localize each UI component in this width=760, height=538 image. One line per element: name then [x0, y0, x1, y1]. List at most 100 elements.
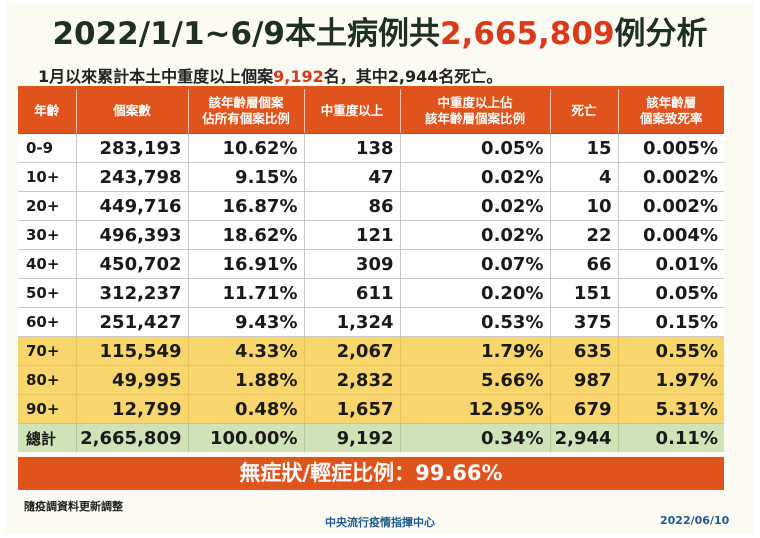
table-cell: 309 [304, 249, 401, 279]
table-cell: 0.004% [618, 220, 724, 250]
table-cell: 496,393 [76, 220, 189, 250]
age-group-cell: 80+ [18, 365, 77, 395]
organization-name: 中央流行疫情指揮中心 [325, 516, 435, 529]
table-cell: 4 [550, 162, 619, 192]
table-top-border [18, 86, 724, 89]
table-cell: 151 [550, 278, 619, 308]
table-row: 30+ 496,393 18.62% 121 0.02% 22 0.004% [18, 220, 724, 250]
table-cell: 9.43% [188, 307, 305, 337]
subtitle-suffix: 名，其中2,944名死亡。 [323, 67, 503, 86]
column-header: 死亡 [550, 89, 619, 134]
table-cell: 0.02% [400, 191, 551, 221]
table-cell: 449,716 [76, 191, 189, 221]
page-title: 2022/1/1~6/9本土病例共2,665,809例分析 [0, 8, 760, 53]
age-group-cell: 70+ [18, 336, 77, 366]
column-header: 中重度以上 [304, 89, 401, 134]
table-cell: 0.34% [400, 423, 551, 452]
table-cell: 100.00% [188, 423, 305, 452]
table-row: 60+ 251,427 9.43% 1,324 0.53% 375 0.15% [18, 307, 724, 337]
table-cell: 115,549 [76, 336, 189, 366]
table-cell: 66 [550, 249, 619, 279]
table-cell: 450,702 [76, 249, 189, 279]
age-group-cell: 0-9 [18, 133, 77, 163]
table-cell: 86 [304, 191, 401, 221]
age-group-cell: 20+ [18, 191, 77, 221]
age-group-cell: 30+ [18, 220, 77, 250]
table-cell: 243,798 [76, 162, 189, 192]
table-cell: 11.71% [188, 278, 305, 308]
table-row: 70+ 115,549 4.33% 2,067 1.79% 635 0.55% [18, 336, 724, 366]
table-cell: 0.002% [618, 191, 724, 221]
asymptomatic-ratio-banner: 無症狀/輕症比例：99.66% [18, 457, 724, 490]
table-cell: 251,427 [76, 307, 189, 337]
table-cell: 0.53% [400, 307, 551, 337]
table-body: 0-9 283,193 10.62% 138 0.05% 15 0.005% 10+ 243,7… [18, 133, 724, 452]
table-cell: 0.07% [400, 249, 551, 279]
table-cell: 12.95% [400, 394, 551, 424]
title-suffix: 例分析 [614, 16, 708, 52]
table-cell: 9.15% [188, 162, 305, 192]
column-header: 該年齡層個案 佔所有個案比例 [188, 89, 305, 134]
table-cell: 2,832 [304, 365, 401, 395]
age-group-cell: 90+ [18, 394, 77, 424]
table-cell: 1.79% [400, 336, 551, 366]
table-cell: 2,067 [304, 336, 401, 366]
table-cell: 2,944 [550, 423, 619, 452]
subtitle-prefix: 1月以來累計本土中重度以上個案 [38, 67, 274, 86]
column-header: 年齡 [18, 89, 77, 134]
table-cell: 0.02% [400, 162, 551, 192]
table-row: 0-9 283,193 10.62% 138 0.05% 15 0.005% [18, 133, 724, 163]
table-cell: 15 [550, 133, 619, 163]
table-row: 10+ 243,798 9.15% 47 0.02% 4 0.002% [18, 162, 724, 192]
title-total-cases: 2,665,809 [439, 16, 615, 52]
table-cell: 1.97% [618, 365, 724, 395]
table-cell: 22 [550, 220, 619, 250]
table-cell: 0.005% [618, 133, 724, 163]
table-cell: 18.62% [188, 220, 305, 250]
table-cell: 16.87% [188, 191, 305, 221]
table-cell: 5.31% [618, 394, 724, 424]
table-cell: 0.48% [188, 394, 305, 424]
table-cell: 2,665,809 [76, 423, 189, 452]
table-cell: 0.55% [618, 336, 724, 366]
table-cell: 375 [550, 307, 619, 337]
table-header-row: 年齡 個案數 該年齡層個案 佔所有個案比例 中重度以上 中重度以上佔 該年齡層個案比例 死亡該… [18, 89, 724, 134]
table-cell: 1.88% [188, 365, 305, 395]
table-cell: 0.01% [618, 249, 724, 279]
subtitle-severe-count: 9,192 [273, 67, 324, 86]
publish-date: 2022/06/10 [660, 514, 730, 527]
table-cell: 0.02% [400, 220, 551, 250]
table-cell: 611 [304, 278, 401, 308]
age-group-cell: 50+ [18, 278, 77, 308]
table-cell: 9,192 [304, 423, 401, 452]
table-cell: 0.15% [618, 307, 724, 337]
table-cell: 12,799 [76, 394, 189, 424]
table-cell: 0.20% [400, 278, 551, 308]
table-cell: 138 [304, 133, 401, 163]
age-group-cell: 60+ [18, 307, 77, 337]
table-cell: 0.05% [400, 133, 551, 163]
footnote: 隨疫調資料更新調整 [24, 500, 123, 513]
age-breakdown-table: 年齡 個案數 該年齡層個案 佔所有個案比例 中重度以上 中重度以上佔 該年齡層個案比例 死亡該… [18, 89, 724, 452]
title-prefix: 2022/1/1~6/9本土病例共 [52, 16, 440, 52]
age-group-cell: 總計 [18, 423, 77, 452]
column-header: 個案數 [76, 89, 189, 134]
table-cell: 635 [550, 336, 619, 366]
column-header: 中重度以上佔 該年齡層個案比例 [400, 89, 551, 134]
table-cell: 1,324 [304, 307, 401, 337]
table-cell: 0.11% [618, 423, 724, 452]
table-row: 90+ 12,799 0.48% 1,657 12.95% 679 5.31% [18, 394, 724, 424]
column-header: 該年齡層 個案致死率 [618, 89, 724, 134]
table-cell: 0.05% [618, 278, 724, 308]
table-cell: 16.91% [188, 249, 305, 279]
table-cell: 10 [550, 191, 619, 221]
age-group-cell: 40+ [18, 249, 77, 279]
page-subtitle: 1月以來累計本土中重度以上個案9,192名，其中2,944名死亡。 [38, 63, 502, 87]
table-cell: 47 [304, 162, 401, 192]
table-row: 80+ 49,995 1.88% 2,832 5.66% 987 1.97% [18, 365, 724, 395]
table-row: 50+ 312,237 11.71% 611 0.20% 151 0.05% [18, 278, 724, 308]
table-cell: 987 [550, 365, 619, 395]
table-row: 20+ 449,716 16.87% 86 0.02% 10 0.002% [18, 191, 724, 221]
table-cell: 1,657 [304, 394, 401, 424]
table-cell: 283,193 [76, 133, 189, 163]
